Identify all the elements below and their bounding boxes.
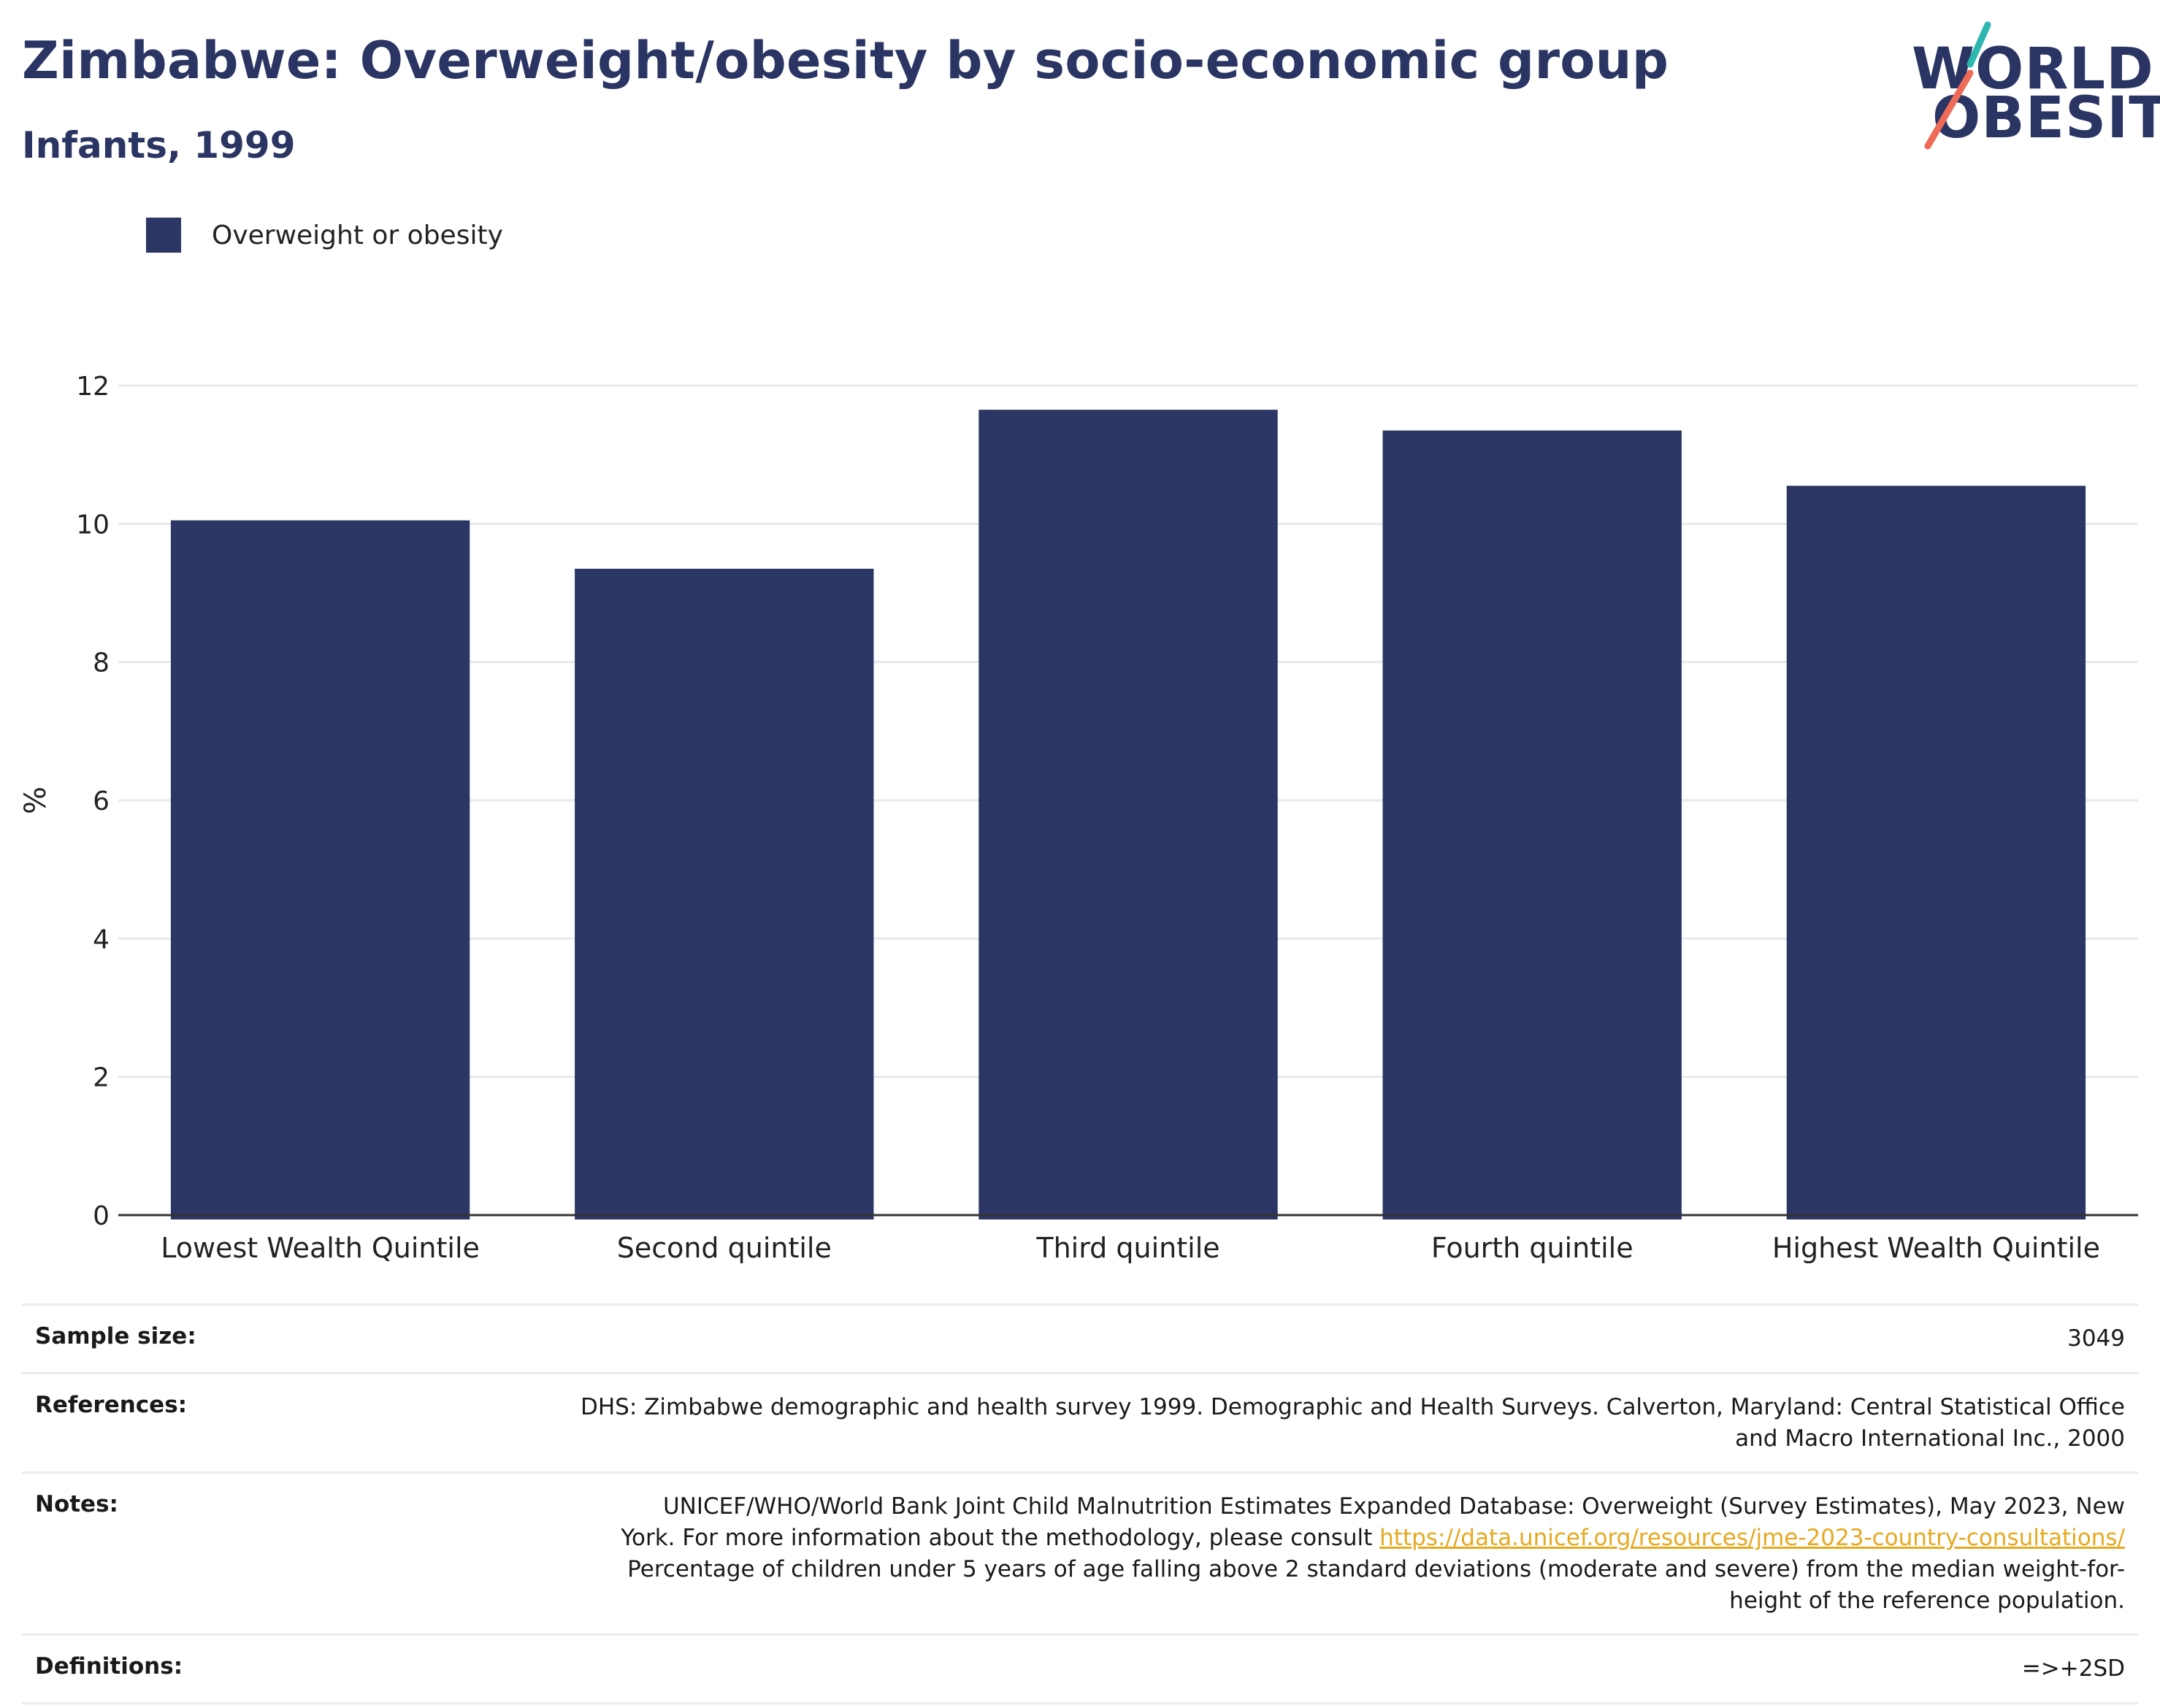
sample-size-label: Sample size: xyxy=(35,1323,196,1349)
y-tick-label: 2 xyxy=(93,1063,110,1093)
bar xyxy=(1382,430,1682,1219)
legend-swatch xyxy=(146,218,181,253)
logo-line-1: WORLD xyxy=(1912,37,2154,102)
notes-label: Notes: xyxy=(35,1491,118,1518)
y-tick-label: 12 xyxy=(76,372,110,402)
bar-chart: 0 2 4 6 8 10 12 Lowest Wealth Quintile Second qu… xyxy=(19,372,2138,1264)
bar xyxy=(170,520,470,1219)
sample-size-value: 3049 xyxy=(2067,1325,2125,1352)
bar xyxy=(1786,486,2086,1219)
bar xyxy=(978,410,1278,1219)
y-tick-label: 8 xyxy=(93,648,110,678)
definitions-row: Definitions: =>+2SD xyxy=(22,1634,2138,1705)
notes-text-after: Percentage of children under 5 years of … xyxy=(627,1555,2125,1614)
world-obesity-logo: WORLD OBESITY xyxy=(1899,20,2160,152)
y-tick-label: 10 xyxy=(76,510,110,540)
chart-title: Zimbabwe: Overweight/obesity by socio-ec… xyxy=(22,31,1669,91)
references-label: References: xyxy=(35,1391,188,1418)
references-row: References: DHS: Zimbabwe demographic an… xyxy=(22,1371,2138,1472)
x-tick-label: Lowest Wealth Quintile xyxy=(161,1232,480,1264)
x-tick-label: Highest Wealth Quintile xyxy=(1772,1232,2100,1264)
legend: Overweight or obesity xyxy=(146,218,503,253)
logo-slash-icon xyxy=(1924,21,1991,150)
y-tick-label: 0 xyxy=(93,1201,110,1231)
x-tick-label: Second quintile xyxy=(617,1232,832,1264)
legend-label: Overweight or obesity xyxy=(212,220,503,250)
definitions-label: Definitions: xyxy=(35,1653,183,1680)
notes-row: Notes: UNICEF/WHO/World Bank Joint Child… xyxy=(22,1471,2138,1634)
references-value: DHS: Zimbabwe demographic and health sur… xyxy=(580,1393,2125,1452)
metadata-table: Sample size: 3049 References: DHS: Zimba… xyxy=(22,1303,2138,1705)
y-tick-label: 4 xyxy=(93,924,110,954)
x-tick-label: Third quintile xyxy=(1035,1232,1219,1264)
bar xyxy=(575,568,874,1219)
notes-link[interactable]: https://data.unicef.org/resources/jme-20… xyxy=(1379,1525,2125,1552)
definitions-value: =>+2SD xyxy=(2021,1655,2125,1682)
y-axis-label: % xyxy=(19,786,53,814)
notes-text-before: UNICEF/WHO/World Bank Joint Child Malnut… xyxy=(621,1493,2125,1552)
sample-size-row: Sample size: 3049 xyxy=(22,1303,2138,1372)
x-tick-label: Fourth quintile xyxy=(1431,1232,1634,1264)
notes-value: UNICEF/WHO/World Bank Joint Child Malnut… xyxy=(606,1491,2125,1616)
y-tick-label: 6 xyxy=(93,786,110,816)
chart-subtitle: Infants, 1999 xyxy=(22,124,296,166)
logo-line-2: OBESITY xyxy=(1932,85,2160,151)
